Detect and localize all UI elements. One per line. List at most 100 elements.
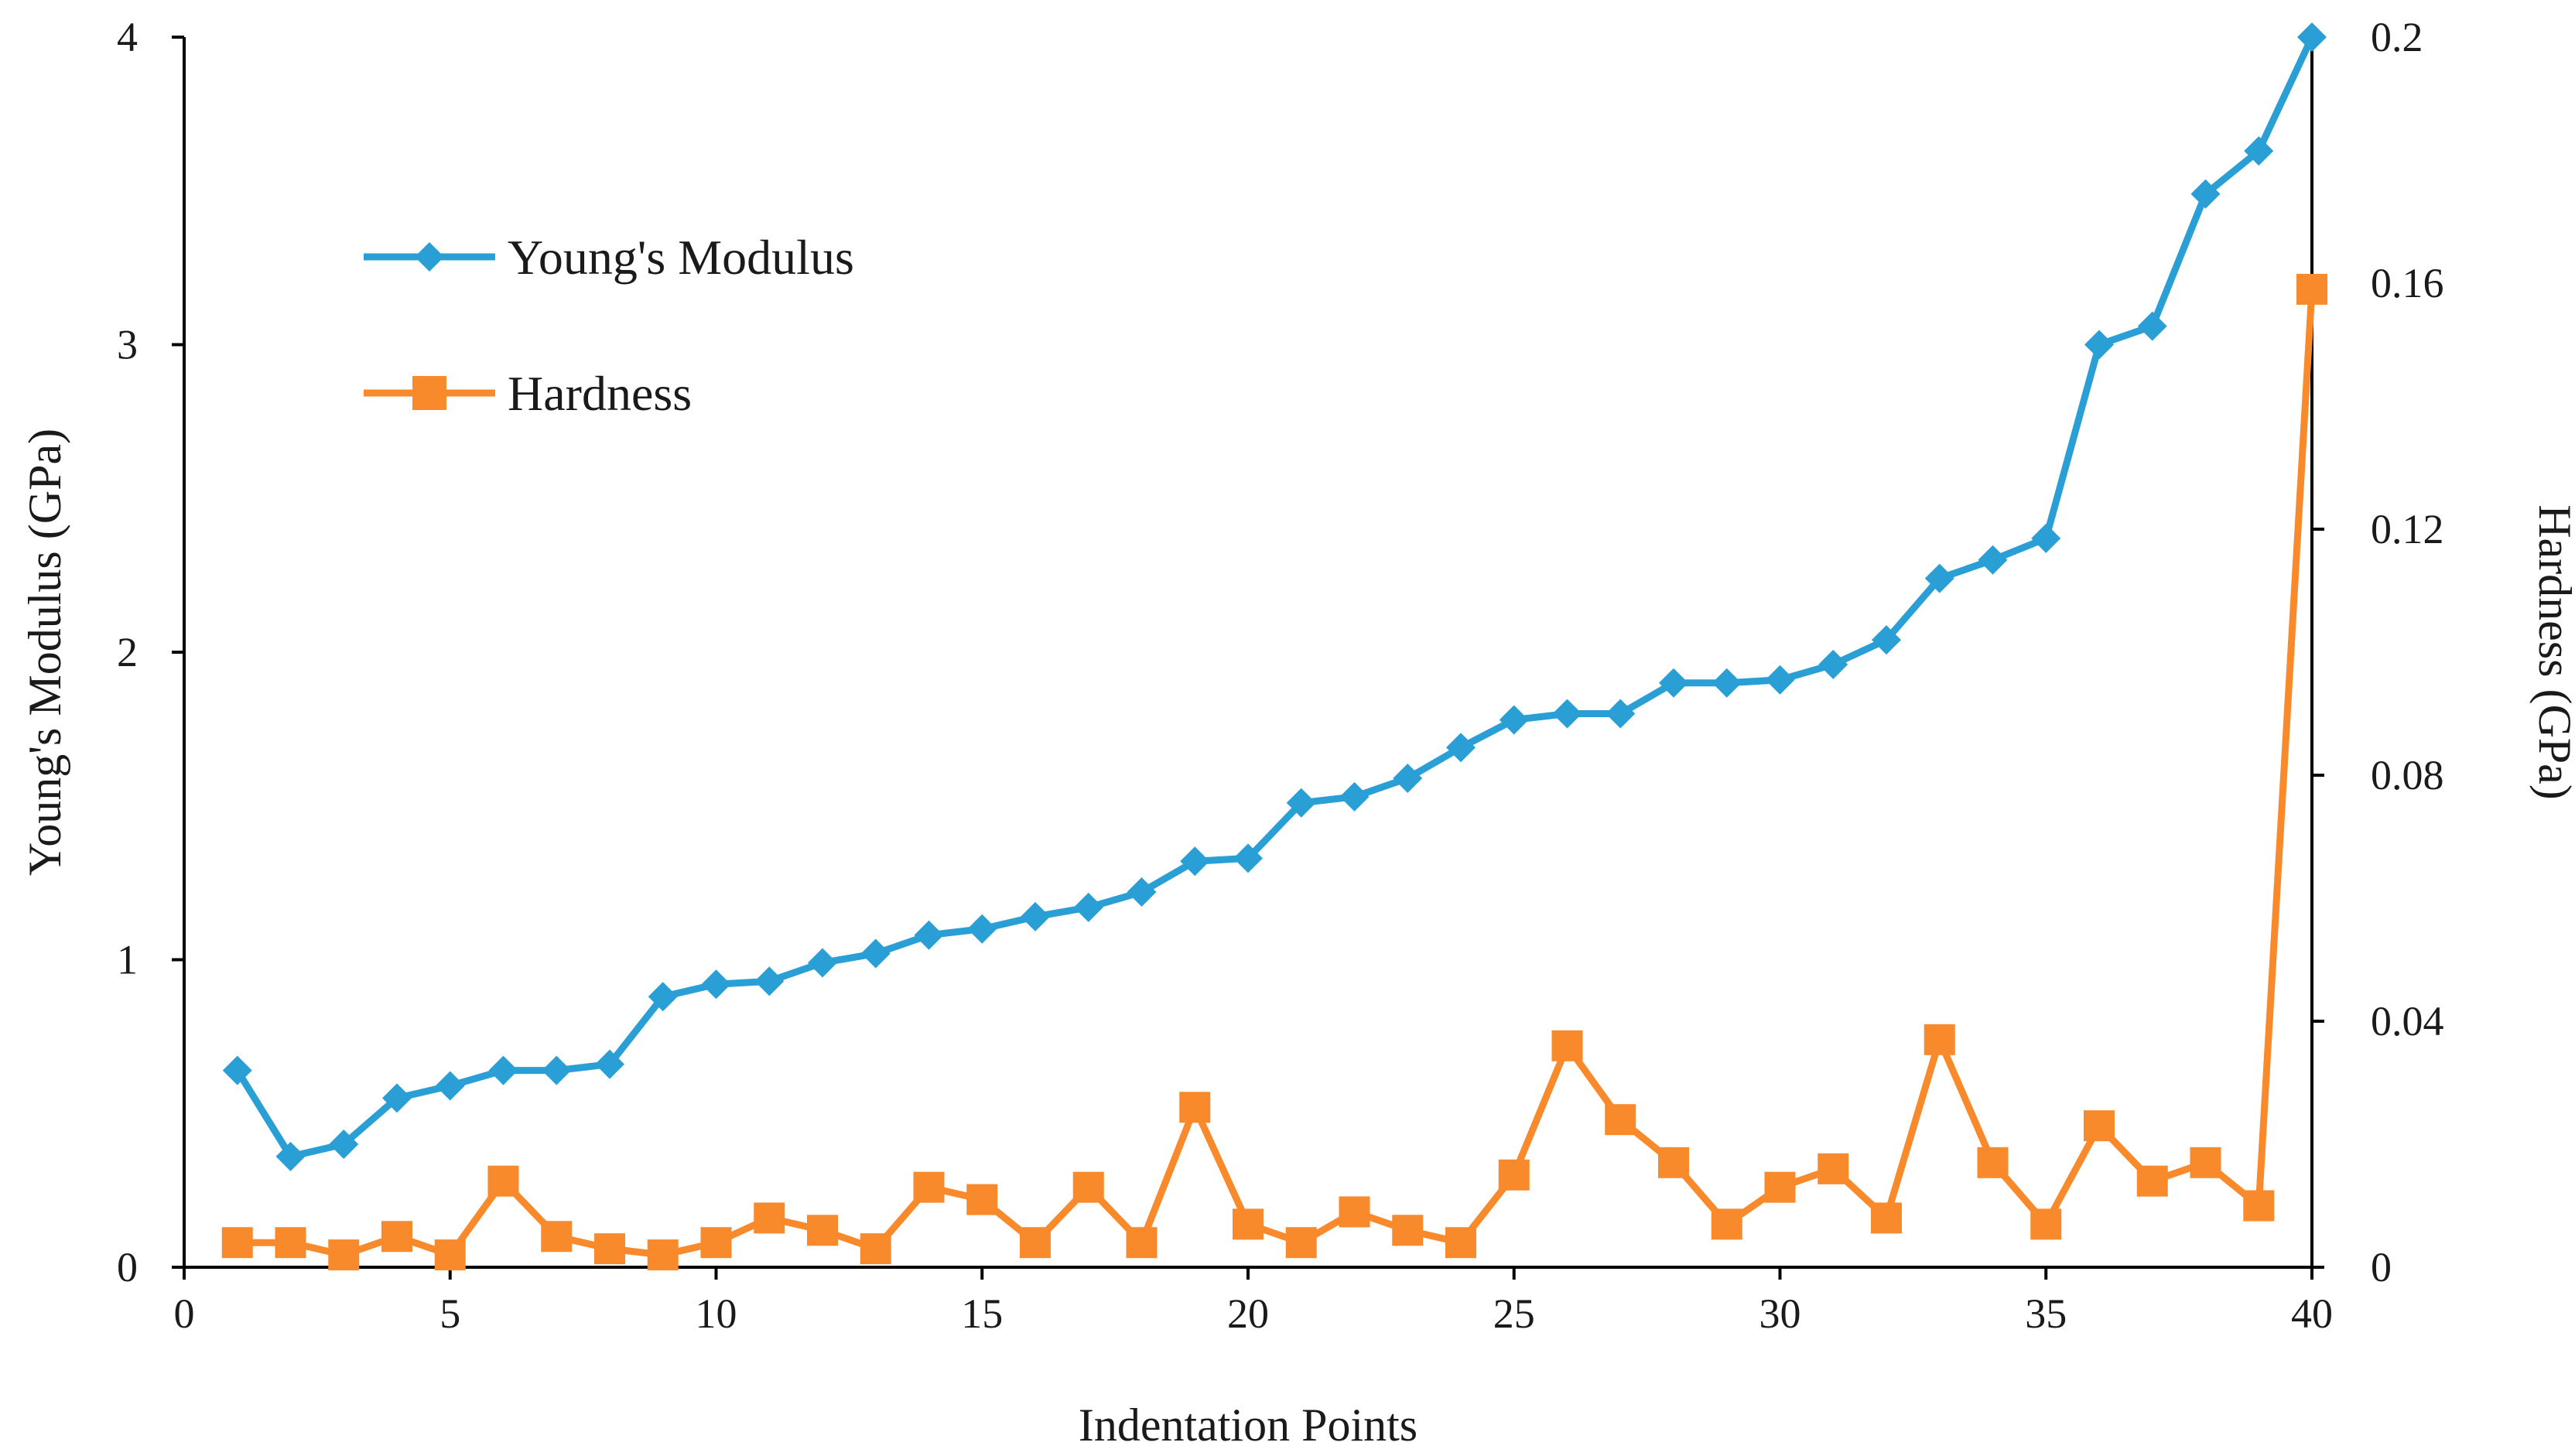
data-point (2030, 1208, 2062, 1240)
data-point (1127, 877, 1157, 907)
series-layer (221, 22, 2327, 1271)
series-line (234, 36, 2316, 1160)
data-point (2244, 136, 2274, 166)
data-point (1498, 1159, 1530, 1191)
legend-marker (415, 242, 444, 272)
data-point (222, 1055, 252, 1085)
x-tick-label: 30 (1759, 1290, 1801, 1337)
data-point (2190, 1147, 2221, 1178)
data-point (647, 1239, 679, 1271)
data-point (754, 1202, 785, 1234)
data-point (1180, 846, 1210, 877)
data-point (1393, 763, 1423, 793)
data-point (328, 1239, 360, 1271)
legend-label: Young's Modulus (508, 230, 854, 285)
data-point (1126, 1227, 1158, 1259)
data-point (1072, 1171, 1104, 1203)
series-young-s-modulus (222, 22, 2327, 1171)
data-point (1551, 1030, 1583, 1061)
data-point (1020, 1227, 1051, 1259)
data-point (2136, 1165, 2168, 1197)
x-tick-label: 15 (961, 1290, 1003, 1337)
data-point (967, 914, 997, 944)
data-point (2296, 273, 2327, 305)
data-point (1285, 1227, 1317, 1259)
data-point (1499, 705, 1529, 735)
data-point (2190, 179, 2221, 209)
legend-marker (412, 376, 446, 410)
y2-tick-label: 0.12 (2371, 506, 2444, 552)
data-point (487, 1165, 519, 1197)
data-point (648, 982, 678, 1012)
data-point (1924, 563, 1954, 593)
data-point (2243, 1190, 2275, 1222)
y-tick-label: 3 (117, 322, 138, 368)
data-point (808, 948, 837, 978)
data-point (1978, 545, 2008, 575)
data-point (541, 1221, 573, 1253)
x-tick-label: 0 (174, 1290, 195, 1337)
x-tick-label: 40 (2291, 1290, 2333, 1337)
data-point (2297, 22, 2327, 52)
data-point (1818, 1153, 1849, 1184)
data-point (595, 1049, 624, 1079)
data-point (1073, 892, 1103, 922)
data-point (1872, 625, 1901, 655)
legend-item: Hardness (364, 366, 692, 421)
data-point (435, 1071, 465, 1101)
data-point (914, 920, 944, 950)
x-tick-label: 10 (696, 1290, 737, 1337)
data-point (329, 1130, 359, 1159)
data-point (1339, 781, 1370, 812)
x-tick-label: 25 (1493, 1290, 1535, 1337)
data-point (1286, 788, 1316, 818)
data-point (860, 938, 891, 969)
data-point (1658, 1147, 1689, 1178)
data-point (1445, 1227, 1476, 1259)
data-point (1179, 1092, 1211, 1123)
data-point (1606, 699, 1636, 729)
data-point (2084, 330, 2114, 360)
data-point (2031, 523, 2061, 553)
data-point (966, 1184, 998, 1215)
data-point (1764, 1171, 1796, 1203)
y2-axis-title: Hardness (GPa) (2529, 504, 2575, 800)
y2-tick-label: 0.04 (2371, 998, 2444, 1044)
legend: Young's Modulus Hardness (364, 230, 854, 421)
y-tick-label: 1 (117, 937, 138, 983)
y2-tick-label: 0 (2371, 1244, 2392, 1290)
data-point (913, 1171, 945, 1203)
data-point (488, 1055, 518, 1085)
data-point (1339, 1196, 1370, 1228)
series-hardness (221, 273, 2327, 1271)
data-point (1711, 1208, 1742, 1240)
data-point (434, 1239, 466, 1271)
data-point (381, 1221, 412, 1253)
x-tick-label: 20 (1227, 1290, 1269, 1337)
data-point (1446, 733, 1476, 763)
data-point (382, 1083, 412, 1113)
y2-tick-label: 0.2 (2371, 14, 2423, 60)
data-point (1977, 1147, 2009, 1178)
x-tick-label: 35 (2025, 1290, 2067, 1337)
data-point (2084, 1110, 2115, 1142)
data-point (1021, 901, 1050, 931)
data-point (807, 1215, 838, 1246)
data-point (594, 1233, 625, 1265)
x-tick-label: 5 (439, 1290, 460, 1337)
data-point (542, 1055, 572, 1085)
data-point (860, 1233, 891, 1265)
data-point (2137, 311, 2167, 341)
y2-tick-label: 0.16 (2371, 260, 2444, 306)
data-point (1233, 843, 1263, 873)
data-point (221, 1227, 253, 1259)
y-tick-label: 0 (117, 1244, 138, 1290)
data-point (700, 1227, 732, 1259)
data-point (275, 1227, 306, 1259)
y-tick-label: 4 (117, 14, 138, 60)
y-tick-label: 2 (117, 629, 138, 675)
data-point (1712, 668, 1742, 698)
data-point (754, 966, 785, 996)
y-axis-title: Young's Modulus (GPa) (19, 429, 70, 876)
